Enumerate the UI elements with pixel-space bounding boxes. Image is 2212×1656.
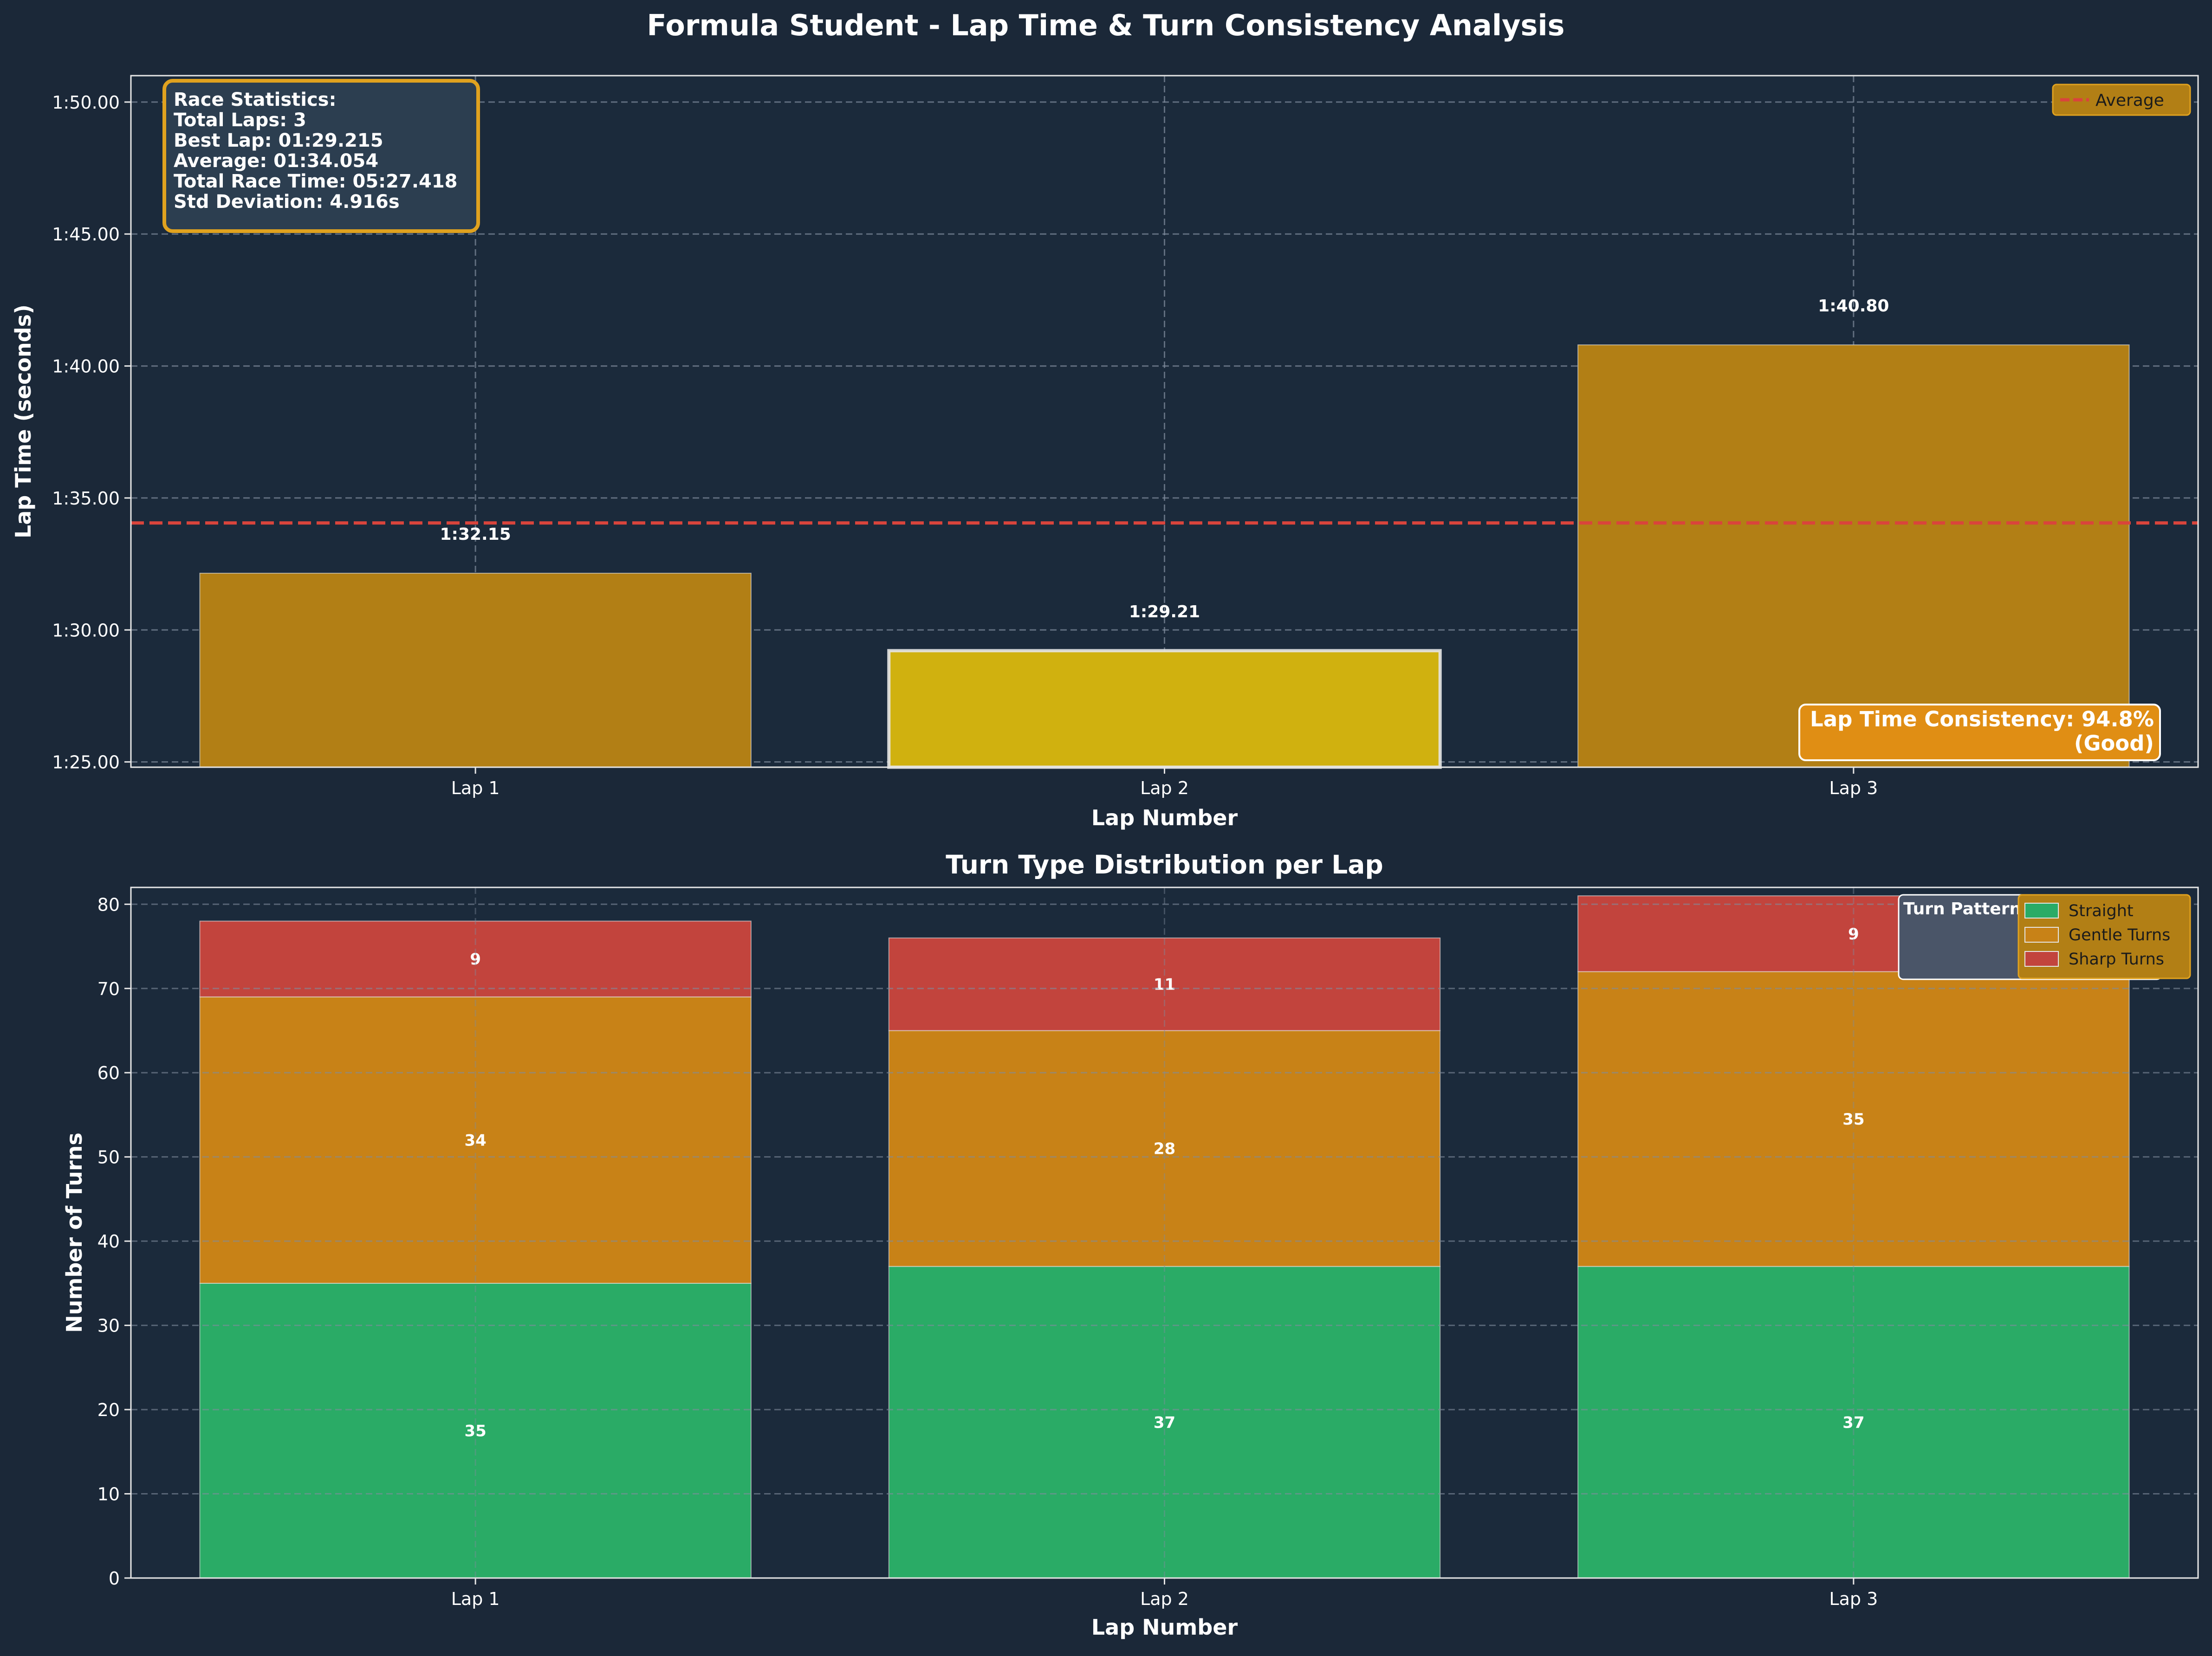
x-axis-label: Lap Number (1091, 805, 1238, 830)
x-tick-label: Lap 1 (451, 1589, 500, 1609)
stats-line: Race Statistics: (174, 89, 336, 110)
bar-value-label: 1:40.80 (1818, 297, 1889, 316)
x-tick-label: Lap 3 (1829, 1589, 1878, 1609)
consistency-box-frame (1798, 704, 2161, 761)
stats-line: Std Deviation: 4.916s (174, 191, 400, 213)
consistency-line: (Good) (2074, 731, 2154, 756)
gentle-turns-segment (199, 996, 752, 1284)
y-tick-label: 40 (97, 1231, 120, 1252)
stats-line: Total Laps: 3 (174, 110, 306, 131)
y-tick-label: 1:25.00 (52, 752, 120, 773)
segment-value-label: 37 (1842, 1413, 1864, 1432)
turn-patterns-title: Turn Patterns (1903, 899, 2031, 919)
segment-value-label: 34 (465, 1131, 487, 1150)
legend-frame (2017, 894, 2191, 979)
y-tick-label: 30 (97, 1316, 120, 1336)
x-tick-label: Lap 2 (1140, 1589, 1189, 1609)
segment-value-label: 37 (1154, 1413, 1175, 1432)
legend-frame (2052, 84, 2191, 116)
x-tick-label: Lap 1 (451, 778, 500, 798)
gentle-turns-segment (888, 1030, 1441, 1267)
consistency-line: Lap Time Consistency: 94.8% (1810, 707, 2154, 731)
legend-swatch (2024, 927, 2059, 943)
chart-title: Turn Type Distribution per Lap (946, 850, 1383, 880)
legend-label: Gentle Turns (2069, 926, 2170, 944)
lap-time-bar (1577, 344, 2130, 768)
y-tick-label: 0 (109, 1568, 120, 1589)
segment-value-label: 35 (465, 1422, 487, 1440)
legend: Straight Gentle Turns Sharp Turns (2017, 894, 2191, 979)
y-tick-label: 10 (97, 1484, 120, 1505)
straight-segment (1577, 1266, 2130, 1579)
stats-box-frame (162, 79, 480, 233)
legend-swatch (2024, 951, 2059, 967)
stats-line: Average: 01:34.054 (174, 150, 378, 172)
turn-distribution-chart: Turn Type Distribution per Lap 35 34 9 37 28 1… (62, 850, 2199, 1640)
y-axis-label: Lap Time (seconds) (11, 304, 36, 538)
segment-value-label: 9 (470, 950, 481, 969)
best-lap-bar (887, 649, 1442, 769)
x-tick-label: Lap 2 (1140, 778, 1189, 798)
straight-segment (199, 1282, 752, 1578)
y-tick-label: 60 (97, 1063, 120, 1083)
x-tick-label: Lap 3 (1829, 778, 1878, 798)
legend-label: Sharp Turns (2069, 950, 2164, 969)
gentle-turns-segment (1577, 971, 2130, 1267)
y-tick-label: 1:35.00 (52, 488, 120, 509)
y-tick-label: 1:40.00 (52, 356, 120, 377)
y-tick-label: 20 (97, 1400, 120, 1420)
legend-swatch (2024, 903, 2059, 919)
y-tick-label: 1:45.00 (52, 224, 120, 245)
segment-value-label: 11 (1154, 976, 1175, 994)
stats-line: Total Race Time: 05:27.418 (174, 171, 458, 192)
lap-time-chart: 1:32.15 1:29.21 1:40.80 1:25.00 1:30.00 1:35.… (11, 75, 2199, 830)
x-axis-label: Lap Number (1091, 1615, 1238, 1640)
y-tick-label: 1:30.00 (52, 620, 120, 640)
sharp-turns-segment (199, 920, 752, 997)
y-tick-label: 70 (97, 979, 120, 999)
y-tick-label: 50 (97, 1147, 120, 1168)
consistency-box: Lap Time Consistency: 94.8%(Good) (1798, 704, 2161, 761)
stats-line: Best Lap: 01:29.215 (174, 130, 383, 151)
y-axis-label: Number of Turns (62, 1132, 87, 1333)
legend: Average (2052, 84, 2191, 116)
legend-average-label: Average (2095, 91, 2164, 110)
segment-value-label: 28 (1154, 1140, 1175, 1158)
y-tick-label: 80 (97, 894, 120, 915)
bar-value-label: 1:29.21 (1129, 602, 1200, 621)
lap-time-bar (199, 573, 752, 768)
y-tick-label: 1:50.00 (52, 92, 120, 113)
bar-value-label: 1:32.15 (440, 525, 511, 544)
straight-segment (888, 1266, 1441, 1579)
segment-value-label: 9 (1848, 925, 1859, 944)
figure-title: Formula Student - Lap Time & Turn Consis… (647, 8, 1564, 42)
sharp-turns-segment (888, 937, 1441, 1031)
legend-label: Straight (2069, 902, 2134, 920)
segment-value-label: 35 (1842, 1110, 1864, 1129)
